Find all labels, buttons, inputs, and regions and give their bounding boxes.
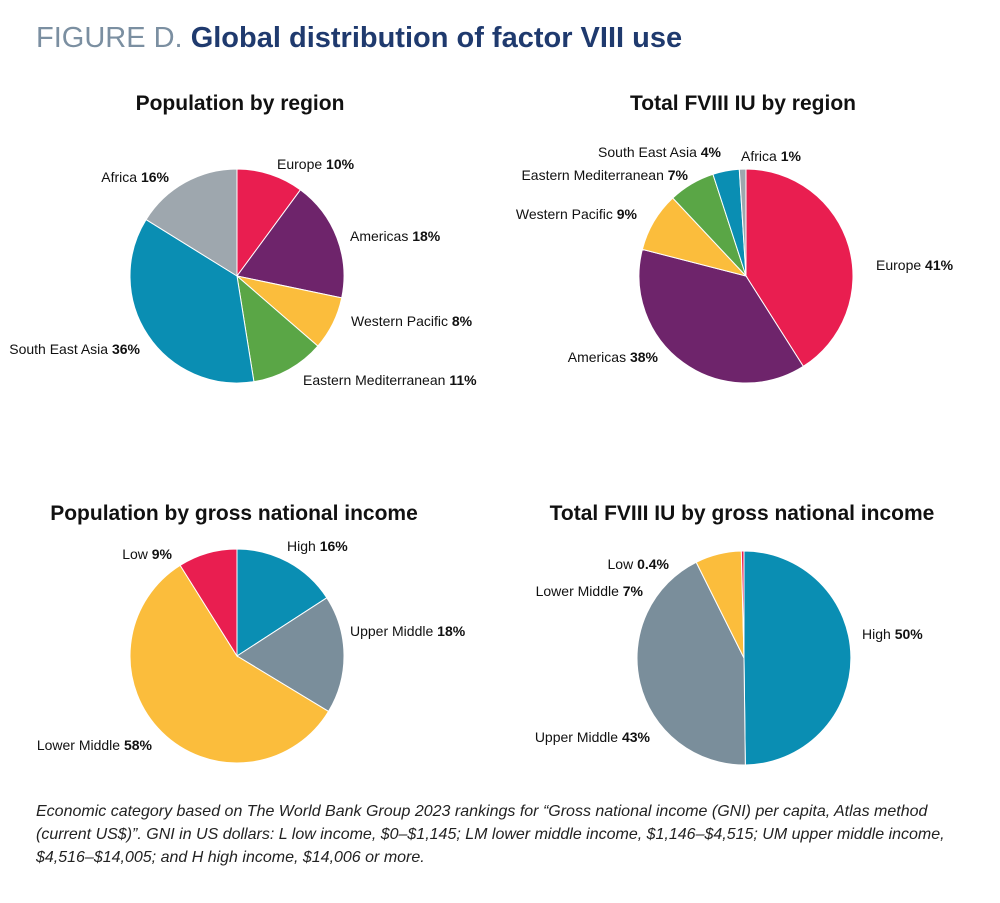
pie-slice-low [740, 550, 745, 659]
figure-title: FIGURE D. Global distribution of factor … [36, 22, 682, 55]
slice-label-lower-middle: Lower Middle 58% [37, 737, 153, 753]
pie-chart-fviii-by-region: Total FVIII IU by region Europe 41% Ameri… [516, 92, 954, 384]
slice-label-name: High [287, 538, 320, 554]
pie-chart-fviii-by-gni: Total FVIII IU by gross national income … [535, 502, 935, 766]
slice-label-percent: 10% [326, 156, 355, 172]
slice-label-upper-middle: Upper Middle 43% [535, 729, 651, 745]
slice-label-percent: 9% [617, 206, 638, 222]
pie-slice-south-east-asia [129, 218, 255, 384]
slice-label-percent: 38% [630, 349, 659, 365]
slice-label-name: Low [122, 546, 152, 562]
slice-label-high: High 50% [862, 626, 923, 642]
pie-slice-low [179, 548, 238, 658]
slice-label-americas: Americas 38% [568, 349, 659, 365]
slice-label-percent: 9% [152, 546, 173, 562]
pie-chart-population-by-region: Population by region Europe 10% Americas … [9, 92, 477, 388]
slice-label-name: Upper Middle [535, 729, 622, 745]
slice-label-percent: 50% [895, 626, 924, 642]
slice-label-high: High 16% [287, 538, 348, 554]
slice-label-africa: Africa 1% [741, 148, 801, 164]
pie-slice-americas [236, 189, 345, 299]
chart-title: Total FVIII IU by region [630, 92, 856, 115]
pie-slice-europe [745, 168, 854, 368]
slice-label-percent: 0.4% [637, 556, 669, 572]
slice-label-percent: 18% [437, 623, 466, 639]
pie-slice-high [743, 550, 852, 766]
slice-label-percent: 16% [141, 169, 170, 185]
slice-label-name: Western Pacific [516, 206, 617, 222]
chart-title: Total FVIII IU by gross national income [550, 502, 935, 525]
slice-label-americas: Americas 18% [350, 228, 441, 244]
slice-label-name: South East Asia [598, 144, 701, 160]
slice-label-percent: 41% [925, 257, 954, 273]
pie-chart-population-by-gni: Population by gross national income High… [37, 502, 466, 764]
slice-label-name: Europe [876, 257, 925, 273]
slice-label-percent: 4% [701, 144, 722, 160]
pie-slice-upper-middle [636, 561, 746, 766]
slice-label-percent: 7% [668, 167, 689, 183]
slice-label-percent: 18% [412, 228, 441, 244]
pie-slice-africa [145, 168, 238, 277]
slice-label-percent: 1% [781, 148, 802, 164]
pie-slice-lower-middle [129, 564, 330, 764]
slice-label-name: Eastern Mediterranean [303, 372, 449, 388]
pie-slice-high [236, 548, 328, 657]
slice-label-name: Americas [568, 349, 630, 365]
pie-slice-africa [738, 168, 747, 277]
slice-label-lower-middle: Lower Middle 7% [536, 583, 644, 599]
slice-label-europe: Europe 10% [277, 156, 355, 172]
slice-label-name: South East Asia [9, 341, 112, 357]
slice-label-name: High [862, 626, 895, 642]
chart-title: Population by region [136, 92, 345, 115]
slice-label-south-east-asia: South East Asia 4% [598, 144, 722, 160]
chart-title: Population by gross national income [50, 502, 418, 525]
slice-label-western-pacific: Western Pacific 9% [516, 206, 638, 222]
slice-label-name: Western Pacific [351, 313, 452, 329]
slice-label-name: Eastern Mediterranean [521, 167, 667, 183]
slice-label-percent: 58% [124, 737, 153, 753]
slice-label-name: Upper Middle [350, 623, 437, 639]
slice-label-europe: Europe 41% [876, 257, 954, 273]
slice-label-eastern-mediterranean: Eastern Mediterranean 7% [521, 167, 688, 183]
slice-label-name: Lower Middle [536, 583, 623, 599]
slice-label-name: Africa [101, 169, 141, 185]
figure-main-title: Global distribution of factor VIII use [190, 22, 683, 54]
slice-label-name: Lower Middle [37, 737, 124, 753]
slice-label-eastern-mediterranean: Eastern Mediterranean 11% [303, 372, 477, 388]
slice-label-western-pacific: Western Pacific 8% [351, 313, 473, 329]
pie-slice-americas [638, 248, 805, 384]
slice-label-name: Europe [277, 156, 326, 172]
footnote: Economic category based on The World Ban… [36, 803, 945, 866]
slice-label-low: Low 9% [122, 546, 172, 562]
slice-label-percent: 36% [112, 341, 141, 357]
slice-label-south-east-asia: South East Asia 36% [9, 341, 140, 357]
slice-label-percent: 16% [320, 538, 349, 554]
slice-label-name: Low [608, 556, 638, 572]
slice-label-name: Americas [350, 228, 412, 244]
pie-slice-eastern-mediterranean [236, 274, 319, 383]
slice-label-percent: 43% [622, 729, 651, 745]
slice-label-percent: 11% [449, 372, 477, 388]
slice-label-africa: Africa 16% [101, 169, 169, 185]
slice-label-upper-middle: Upper Middle 18% [350, 623, 466, 639]
slice-label-name: Africa [741, 148, 781, 164]
pie-slice-upper-middle [236, 597, 345, 713]
figure-label: FIGURE D. [36, 22, 183, 54]
slice-label-percent: 8% [452, 313, 473, 329]
slice-label-percent: 7% [623, 583, 644, 599]
slice-label-low: Low 0.4% [608, 556, 670, 572]
